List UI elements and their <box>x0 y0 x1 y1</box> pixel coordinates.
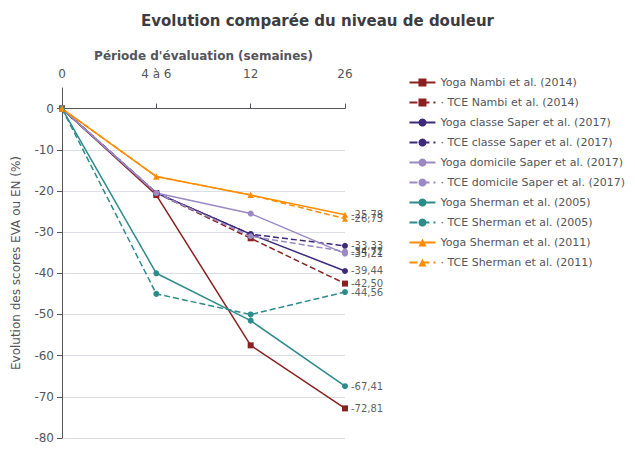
svg-text:-35,21: -35,21 <box>351 248 383 259</box>
svg-text:26: 26 <box>337 67 352 81</box>
svg-text:-30: -30 <box>34 225 54 239</box>
svg-text:Evolution comparée du niveau d: Evolution comparée du niveau de douleur <box>141 12 495 30</box>
svg-text:-67,41: -67,41 <box>351 381 383 392</box>
svg-text:0: 0 <box>58 67 66 81</box>
svg-text:-42,50: -42,50 <box>351 278 384 290</box>
svg-text:Période d'évaluation (semaines: Période d'évaluation (semaines) <box>94 49 313 63</box>
svg-text:4 à 6: 4 à 6 <box>141 67 171 81</box>
svg-text:Yoga Nambi et al. (2014): Yoga Nambi et al. (2014) <box>439 76 576 89</box>
svg-text:-39,44: -39,44 <box>351 265 383 276</box>
svg-text:-60: -60 <box>34 349 54 363</box>
svg-text:Yoga domicile Saper et al. (20: Yoga domicile Saper et al. (2017) <box>439 156 623 169</box>
svg-text:· TCE classe Saper et al. (201: · TCE classe Saper et al. (2017) <box>440 136 612 149</box>
svg-text:Yoga classe Saper et al. (2017: Yoga classe Saper et al. (2017) <box>439 116 610 129</box>
svg-text:-70: -70 <box>34 390 54 404</box>
svg-text:-44,56: -44,56 <box>351 287 383 298</box>
svg-text:-50: -50 <box>34 307 54 321</box>
svg-text:Evolution des scores EVA ou EN: Evolution des scores EVA ou EN (%) <box>9 156 23 370</box>
svg-text:0: 0 <box>46 102 54 116</box>
svg-text:12: 12 <box>243 67 258 81</box>
svg-text:Yoga Sherman et al. (2011): Yoga Sherman et al. (2011) <box>439 236 590 249</box>
svg-text:· TCE Sherman et al. (2005): · TCE Sherman et al. (2005) <box>440 216 592 229</box>
svg-text:-40: -40 <box>34 266 54 280</box>
svg-text:Yoga Sherman et al. (2005): Yoga Sherman et al. (2005) <box>439 196 590 209</box>
svg-text:-10: -10 <box>34 143 54 157</box>
svg-text:-26,73: -26,73 <box>351 213 383 224</box>
svg-text:· TCE Sherman et al. (2011): · TCE Sherman et al. (2011) <box>440 256 592 269</box>
svg-text:· TCE domicile Saper et al. (2: · TCE domicile Saper et al. (2017) <box>440 176 625 189</box>
svg-text:· TCE Nambi et al. (2014): · TCE Nambi et al. (2014) <box>440 96 578 109</box>
svg-text:-20: -20 <box>34 184 54 198</box>
svg-text:-72,81: -72,81 <box>351 403 383 414</box>
svg-text:-80: -80 <box>34 431 54 445</box>
